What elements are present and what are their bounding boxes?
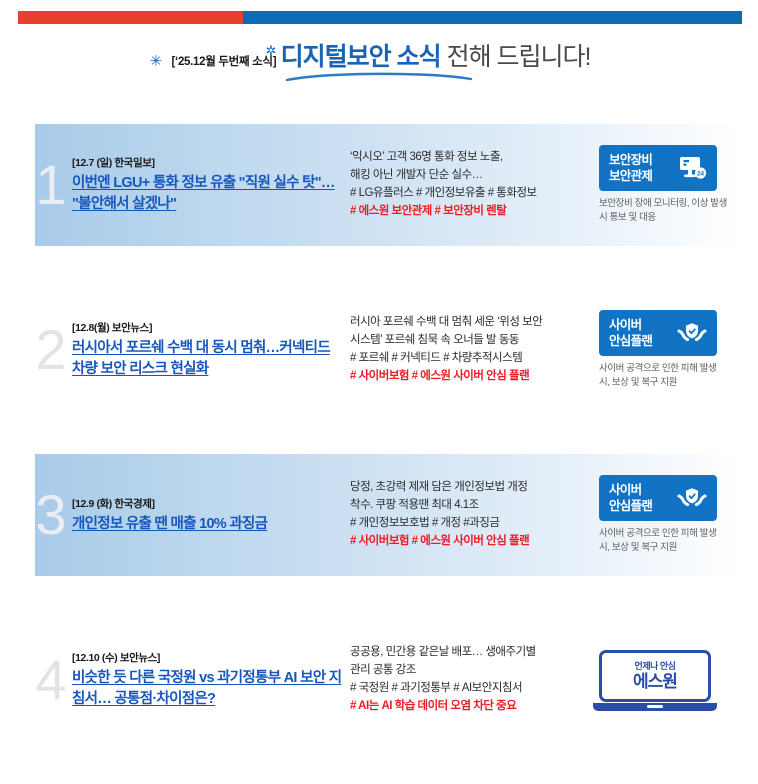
- sparkle-small-icon: ✲: [265, 43, 277, 58]
- top-color-bar: [18, 11, 742, 24]
- hands-shield-icon: [677, 488, 707, 507]
- news-summary-line: 관리 공통 강조: [350, 664, 416, 677]
- news-promo-hashtags: # 사이버보험 # 에스원 사이버 안심 플랜: [350, 369, 530, 382]
- news-headline-column: [12.9 (화) 한국경제] 개인정보 유출 땐 매출 10% 과징금: [72, 496, 350, 535]
- product-badge-line2: 보안관제: [609, 169, 653, 184]
- news-source: [12.7 (일) 한국일보]: [72, 157, 155, 170]
- news-badge-column: 사이버 안심플랜 사이버 공격으로 인한 피해 발생 시, 보상 및 복구 지원: [585, 310, 758, 390]
- product-badge[interactable]: 언제나 안심 에스원: [593, 649, 717, 711]
- news-summary-line: 해킹 아닌 개발자 단순 실수…: [350, 169, 483, 182]
- news-hashtag-line: # LG유플러스 # 개인정보유출 # 통화정보: [350, 187, 537, 199]
- news-source: [12.8(월) 보안뉴스]: [72, 322, 153, 335]
- news-rank-number: 1: [35, 153, 67, 216]
- product-badge-line2: 에스원: [633, 671, 678, 691]
- issue-kicker-text: [‘25.12월 두번째 소식]: [171, 56, 277, 68]
- news-row[interactable]: 4 [12.10 (수) 보안뉴스] 비슷한 듯 다른 국정원 vs 과기정통부…: [0, 619, 758, 741]
- news-rank-number: 3: [35, 483, 67, 546]
- news-list: 1 [12.7 (일) 한국일보] 이번엔 LGU+ 통화 정보 유출 "직원 …: [0, 124, 758, 784]
- news-row[interactable]: 3 [12.9 (화) 한국경제] 개인정보 유출 땐 매출 10% 과징금 당…: [0, 454, 758, 576]
- product-badge[interactable]: 사이버 안심플랜: [599, 310, 717, 357]
- news-promo-hashtags: # 사이버보험 # 에스원 사이버 안심 플랜: [350, 534, 530, 547]
- product-badge-line1: 언제나 안심: [634, 660, 676, 671]
- top-bar-red-segment: [18, 11, 243, 24]
- news-promo-hashtags: # AI는 AI 학습 데이터 오염 차단 중요: [350, 699, 517, 712]
- laptop-base-icon: [593, 702, 717, 711]
- news-title-link[interactable]: 러시아서 포르쉐 수백 대 동시 멈춰…커넥티드 차량 보안 리스크 현실화: [72, 340, 331, 377]
- product-badge-line1: 사이버: [609, 318, 642, 333]
- news-hashtag-line: # 국정원 # 과기정통부 # AI보안지침서: [350, 682, 523, 694]
- news-headline-column: [12.7 (일) 한국일보] 이번엔 LGU+ 통화 정보 유출 "직원 실수…: [72, 155, 350, 214]
- news-badge-column: 사이버 안심플랜 사이버 공격으로 인한 피해 발생 시, 보상 및 복구 지원: [585, 475, 758, 555]
- sparkle-icon: ✳: [149, 53, 163, 70]
- news-headline-column: [12.10 (수) 보안뉴스] 비슷한 듯 다른 국정원 vs 과기정통부 A…: [72, 650, 350, 709]
- news-summary-column: 공공용, 민간용 같은날 배포… 생애주기별 관리 공통 강조 # 국정원 # …: [350, 644, 585, 716]
- page-title: ✲ 디지털보안 소식 전해 드립니다!: [266, 43, 592, 73]
- news-rank-number: 2: [35, 318, 67, 381]
- news-summary-line: 당정, 초강력 제재 담은 개인정보법 개정: [350, 481, 528, 494]
- product-badge-line1: 사이버: [609, 483, 642, 498]
- news-row[interactable]: 1 [12.7 (일) 한국일보] 이번엔 LGU+ 통화 정보 유출 "직원 …: [0, 124, 758, 246]
- news-summary-line: 러시아 포르쉐 수백 대 멈춰 세운 ‘위성 보안: [350, 316, 543, 329]
- news-summary-line: 착수. 쿠팡 적용땐 최대 4.1조: [350, 499, 479, 512]
- news-title-link[interactable]: 비슷한 듯 다른 국정원 vs 과기정통부 AI 보안 지침서… 공통점·차이점…: [72, 670, 342, 707]
- page-title-rest: 전해 드립니다!: [440, 43, 592, 71]
- news-row[interactable]: 2 [12.8(월) 보안뉴스] 러시아서 포르쉐 수백 대 동시 멈춰…커넥티…: [0, 289, 758, 411]
- product-badge-line2: 안심플랜: [609, 334, 653, 349]
- news-source: [12.9 (화) 한국경제]: [72, 497, 155, 510]
- page-title-strong: 디지털보안 소식: [280, 43, 442, 71]
- news-title-link[interactable]: 이번엔 LGU+ 통화 정보 유출 "직원 실수 탓"… "불안해서 살겠나": [72, 175, 335, 212]
- news-hashtag-line: # 포르쉐 # 커넥티드 # 차량추적시스템: [350, 352, 523, 364]
- news-summary-column: 러시아 포르쉐 수백 대 멈춰 세운 ‘위성 보안 시스템’ 포르쉐 침묵 속 …: [350, 314, 585, 386]
- product-badge-line1: 보안장비: [609, 153, 653, 168]
- news-promo-hashtags: # 에스원 보안관제 # 보안장비 렌탈: [350, 204, 507, 217]
- hands-shield-icon: [677, 323, 707, 342]
- news-hashtag-line: # 개인정보보호법 # 개정 #과징금: [350, 517, 500, 529]
- news-badge-column: 언제나 안심 에스원: [585, 649, 758, 711]
- news-summary-column: 당정, 초강력 제재 담은 개인정보법 개정 착수. 쿠팡 적용땐 최대 4.1…: [350, 479, 585, 551]
- news-summary-column: ‘익시오’ 고객 36명 통화 정보 노출, 해킹 아닌 개발자 단순 실수… …: [350, 149, 585, 221]
- news-summary-line: 시스템’ 포르쉐 침묵 속 오너들 발 동동: [350, 334, 520, 347]
- news-title-link[interactable]: 개인정보 유출 땐 매출 10% 과징금: [72, 515, 268, 532]
- product-badge-label: 사이버 안심플랜: [609, 482, 653, 514]
- product-badge-label: 보안장비 보안관제: [609, 152, 653, 184]
- news-source: [12.10 (수) 보안뉴스]: [72, 652, 160, 665]
- product-badge[interactable]: 사이버 안심플랜: [599, 475, 717, 522]
- issue-kicker: ✳ [‘25.12월 두번째 소식]: [150, 54, 277, 69]
- news-summary-line: ‘익시오’ 고객 36명 통화 정보 노출,: [350, 151, 503, 164]
- product-badge-caption: 사이버 공격으로 인한 피해 발생 시, 보상 및 복구 지원: [599, 528, 717, 553]
- product-badge[interactable]: 보안장비 보안관제 24: [599, 145, 717, 192]
- top-bar-blue-segment: [243, 11, 742, 24]
- product-badge-line2: 안심플랜: [609, 499, 653, 514]
- product-badge-label: 사이버 안심플랜: [609, 317, 653, 349]
- product-badge-caption: 사이버 공격으로 인한 피해 발생 시, 보상 및 복구 지원: [599, 363, 717, 388]
- news-badge-column: 보안장비 보안관제 24 보안장비 장애 모니터링, 이상 발생 시 통보 및 …: [585, 145, 758, 225]
- monitor-24-icon: 24: [680, 157, 707, 179]
- product-badge-caption: 보안장비 장애 모니터링, 이상 발생 시 통보 및 대응: [599, 198, 727, 223]
- title-underline-swoosh: [285, 72, 473, 81]
- news-headline-column: [12.8(월) 보안뉴스] 러시아서 포르쉐 수백 대 동시 멈춰…커넥티드 …: [72, 320, 350, 379]
- title-block: ✳ [‘25.12월 두번째 소식] ✲ 디지털보안 소식 전해 드립니다!: [0, 38, 758, 83]
- news-summary-line: 공공용, 민간용 같은날 배포… 생애주기별: [350, 646, 536, 659]
- laptop-icon: 언제나 안심 에스원: [599, 649, 711, 702]
- svg-text:24: 24: [697, 171, 705, 178]
- news-rank-number: 4: [35, 648, 67, 711]
